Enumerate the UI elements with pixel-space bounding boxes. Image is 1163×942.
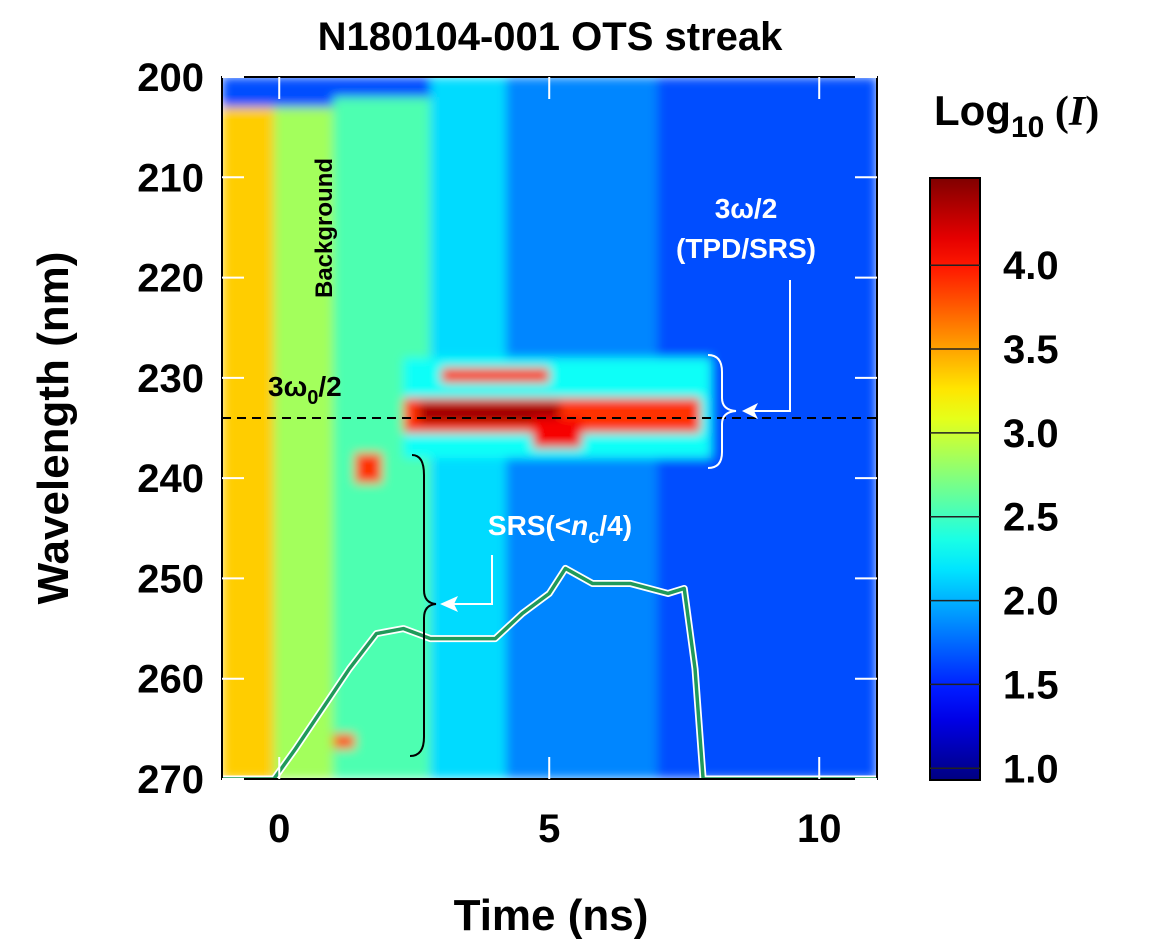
heat-region <box>441 367 550 383</box>
colorbar-tick-label: 4.0 <box>1003 244 1059 288</box>
colorbar-title-text: Log <box>934 87 1011 134</box>
arrow <box>452 555 493 605</box>
y-axis-label: Wavelength (nm) <box>29 252 78 605</box>
x-tick-label: 5 <box>538 807 560 851</box>
annotation: 3ω0/2 <box>268 371 342 409</box>
y-tick-label: 250 <box>137 557 204 601</box>
x-axis-label: Time (ns) <box>454 891 649 940</box>
heat-region <box>354 453 382 484</box>
y-tick-label: 240 <box>137 457 204 501</box>
bracket <box>707 354 737 469</box>
annotation: 3ω/2 <box>715 193 778 224</box>
annotation: (TPD/SRS) <box>676 233 816 264</box>
heat-region <box>273 107 334 779</box>
y-tick-label: 200 <box>137 56 204 100</box>
arrow-head <box>440 596 458 612</box>
annotation-text: 3ω <box>268 371 307 402</box>
arrow <box>752 280 791 412</box>
colorbar-tick-label: 1.5 <box>1003 663 1059 707</box>
heat-region <box>222 107 274 779</box>
trace <box>222 566 877 779</box>
x-tick-label: 10 <box>797 807 842 851</box>
annotation-sub: c <box>588 526 599 548</box>
colorbar-tick-label: 2.5 <box>1003 496 1059 540</box>
y-tick-label: 260 <box>137 658 204 702</box>
y-tick-label: 270 <box>137 758 204 802</box>
colorbar-ticks: 1.0 1.5 2.0 2.5 3.0 3.5 4.0 <box>930 244 1059 791</box>
arrow-head <box>742 403 758 419</box>
colorbar-tick-label: 1.0 <box>1003 747 1059 791</box>
y-tick-label: 210 <box>137 156 204 200</box>
bracket <box>409 454 437 757</box>
annotation-sub: 0 <box>307 387 318 409</box>
heat-region <box>533 417 582 449</box>
y-tick-label: 220 <box>137 257 204 301</box>
colorbar-tick-label: 2.0 <box>1003 580 1059 624</box>
y-tick-label: 230 <box>137 357 204 401</box>
annotation: Background <box>311 158 338 298</box>
annotation: SRS(<nc/4) <box>488 510 632 548</box>
heat-region <box>333 733 355 749</box>
annotation-text: SRS(< <box>488 510 571 541</box>
annotation-text: n <box>571 510 588 541</box>
x-tick-label: 0 <box>268 807 290 851</box>
annotation-text: /2 <box>318 371 341 402</box>
annotation-text: /4) <box>599 510 632 541</box>
colorbar-title-text: ( <box>1044 89 1069 135</box>
colorbar-tick-label: 3.5 <box>1003 328 1059 372</box>
colorbar <box>929 177 981 781</box>
colorbar-title: Log10 (I) <box>934 87 1099 144</box>
colorbar-title-text: I <box>1068 89 1087 135</box>
colorbar-title-sub: 10 <box>1011 111 1044 144</box>
plot-area <box>222 77 877 779</box>
heatmap <box>222 77 877 779</box>
colorbar-title-text: ) <box>1085 89 1099 135</box>
chart-title: N180104-001 OTS streak <box>318 15 784 59</box>
colorbar-tick-label: 3.0 <box>1003 412 1059 456</box>
